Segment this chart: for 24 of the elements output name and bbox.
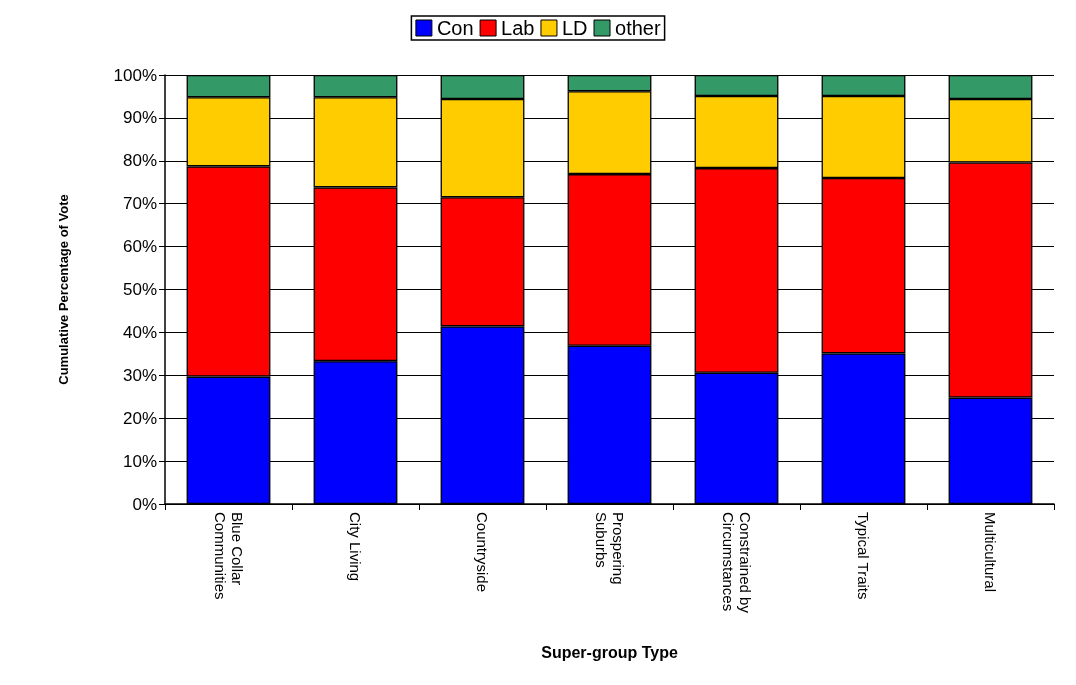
y-tick-label: 80% xyxy=(122,151,157,171)
x-tick-label: Prospering Suburbs xyxy=(592,512,627,589)
x-tick-label: Constrained by Circumstances xyxy=(719,512,754,618)
x-tick-label: Typical Traits xyxy=(855,512,872,600)
legend-label: LD xyxy=(561,17,588,39)
y-tick-label: 30% xyxy=(122,365,157,385)
y-tick-label: 90% xyxy=(122,108,157,128)
x-tick-label: Blue Collar Communities xyxy=(211,512,246,600)
x-tick-label: Multicultural xyxy=(982,512,999,593)
y-tick-label: 70% xyxy=(122,194,157,214)
y-tick-label: 10% xyxy=(122,451,157,471)
y-tick-label: 20% xyxy=(122,408,157,428)
legend-label: Con xyxy=(436,17,474,39)
y-tick-label: 100% xyxy=(113,65,157,85)
x-axis-title: Super-group Type xyxy=(541,643,678,661)
y-tick-label: 60% xyxy=(122,237,157,257)
y-tick-label: 50% xyxy=(122,280,157,299)
y-tick-label: 0% xyxy=(132,494,157,514)
y-tick-label: 40% xyxy=(122,322,157,342)
y-axis-title: Cumulative Percentage of Vote xyxy=(56,194,71,385)
legend-label: Lab xyxy=(501,17,535,39)
legend-label: other xyxy=(615,17,661,39)
x-tick-label: City Living xyxy=(347,512,364,582)
x-tick-label: Countryside xyxy=(474,512,491,593)
